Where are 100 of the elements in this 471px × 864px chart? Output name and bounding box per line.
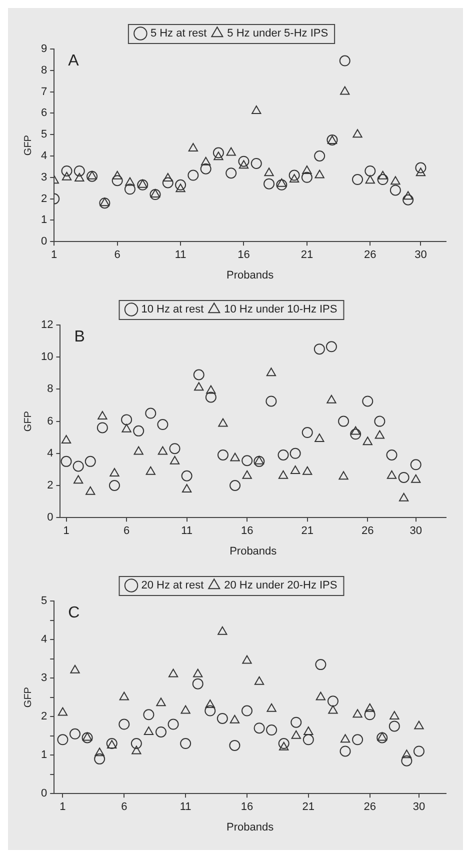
point	[401, 755, 412, 766]
legend-label: 10 Hz under 10-Hz IPS	[224, 304, 338, 316]
x-tick-label: 21	[301, 525, 314, 538]
point	[302, 427, 313, 438]
point	[156, 698, 166, 706]
point	[158, 446, 168, 455]
point	[352, 129, 362, 138]
y-tick-label: 6	[40, 107, 48, 120]
point	[168, 718, 179, 730]
y-tick-label: 4	[40, 634, 48, 646]
y-tick-label: 2	[40, 710, 48, 723]
point	[176, 184, 186, 192]
point	[82, 732, 93, 744]
y-tick-label: 12	[40, 319, 54, 332]
y-tick-label: 0	[47, 512, 54, 524]
x-axis-title: Probands	[226, 269, 274, 282]
point	[301, 172, 312, 183]
point	[181, 470, 192, 482]
point	[411, 474, 421, 483]
point	[302, 165, 312, 174]
point	[204, 705, 216, 716]
point	[254, 722, 265, 734]
x-axis-title: Probands	[230, 545, 278, 558]
point	[74, 172, 84, 182]
x-tick-label: 30	[410, 525, 422, 538]
point	[118, 718, 130, 730]
y-tick-label: 2	[47, 480, 54, 492]
point	[326, 394, 336, 404]
x-axis-title: Probands	[226, 821, 274, 834]
point	[60, 456, 72, 467]
point	[328, 705, 338, 714]
point	[352, 709, 362, 718]
x-tick-label: 16	[240, 525, 254, 538]
point	[278, 450, 289, 461]
point	[314, 344, 325, 355]
point	[99, 198, 110, 209]
x-tick-label: 26	[362, 525, 374, 538]
point	[200, 156, 211, 166]
y-tick-label: 10	[40, 351, 54, 364]
y-axis-title: GFP	[22, 410, 34, 432]
point	[339, 55, 350, 66]
point	[143, 709, 154, 720]
point	[194, 382, 204, 391]
y-tick-label: 7	[40, 86, 48, 98]
point	[216, 712, 228, 724]
point	[130, 738, 142, 750]
point	[238, 156, 250, 167]
point	[264, 178, 275, 190]
point	[133, 425, 144, 436]
point	[206, 385, 216, 394]
point	[290, 466, 300, 474]
x-tick-label: 21	[302, 801, 315, 814]
point	[193, 668, 203, 678]
point	[58, 707, 68, 716]
point	[352, 734, 364, 746]
point	[340, 746, 351, 757]
point	[138, 179, 148, 188]
point	[241, 705, 252, 716]
point	[398, 472, 410, 483]
point	[182, 484, 192, 493]
point	[242, 655, 252, 664]
point	[100, 198, 110, 206]
point	[205, 700, 215, 708]
x-tick-label: 11	[174, 249, 186, 262]
point	[119, 692, 129, 700]
point	[86, 170, 98, 182]
point	[112, 170, 122, 180]
point	[254, 456, 265, 467]
point	[266, 396, 277, 407]
point	[180, 705, 190, 714]
point	[121, 414, 132, 426]
point	[402, 194, 414, 206]
x-tick-label: 1	[63, 525, 70, 538]
point	[403, 191, 413, 200]
point	[70, 728, 80, 740]
y-tick-label: 0	[40, 788, 48, 800]
y-tick-label: 5	[40, 128, 48, 141]
point	[86, 486, 96, 495]
point	[96, 422, 108, 434]
chart-title: C	[68, 604, 80, 622]
point	[144, 726, 154, 735]
point	[94, 753, 106, 764]
point	[288, 170, 300, 181]
point	[242, 470, 252, 479]
x-tick-label: 11	[181, 525, 193, 538]
point	[386, 470, 397, 479]
point	[254, 456, 264, 464]
point	[155, 726, 166, 738]
point	[125, 177, 135, 186]
point	[352, 174, 364, 186]
point	[134, 446, 144, 455]
y-tick-label: 0	[40, 236, 48, 248]
y-tick-label: 8	[40, 64, 48, 76]
point	[314, 433, 324, 442]
point	[145, 408, 156, 419]
point	[132, 746, 142, 754]
point	[137, 179, 148, 190]
point	[226, 147, 236, 156]
point	[278, 470, 288, 479]
point	[416, 168, 426, 176]
